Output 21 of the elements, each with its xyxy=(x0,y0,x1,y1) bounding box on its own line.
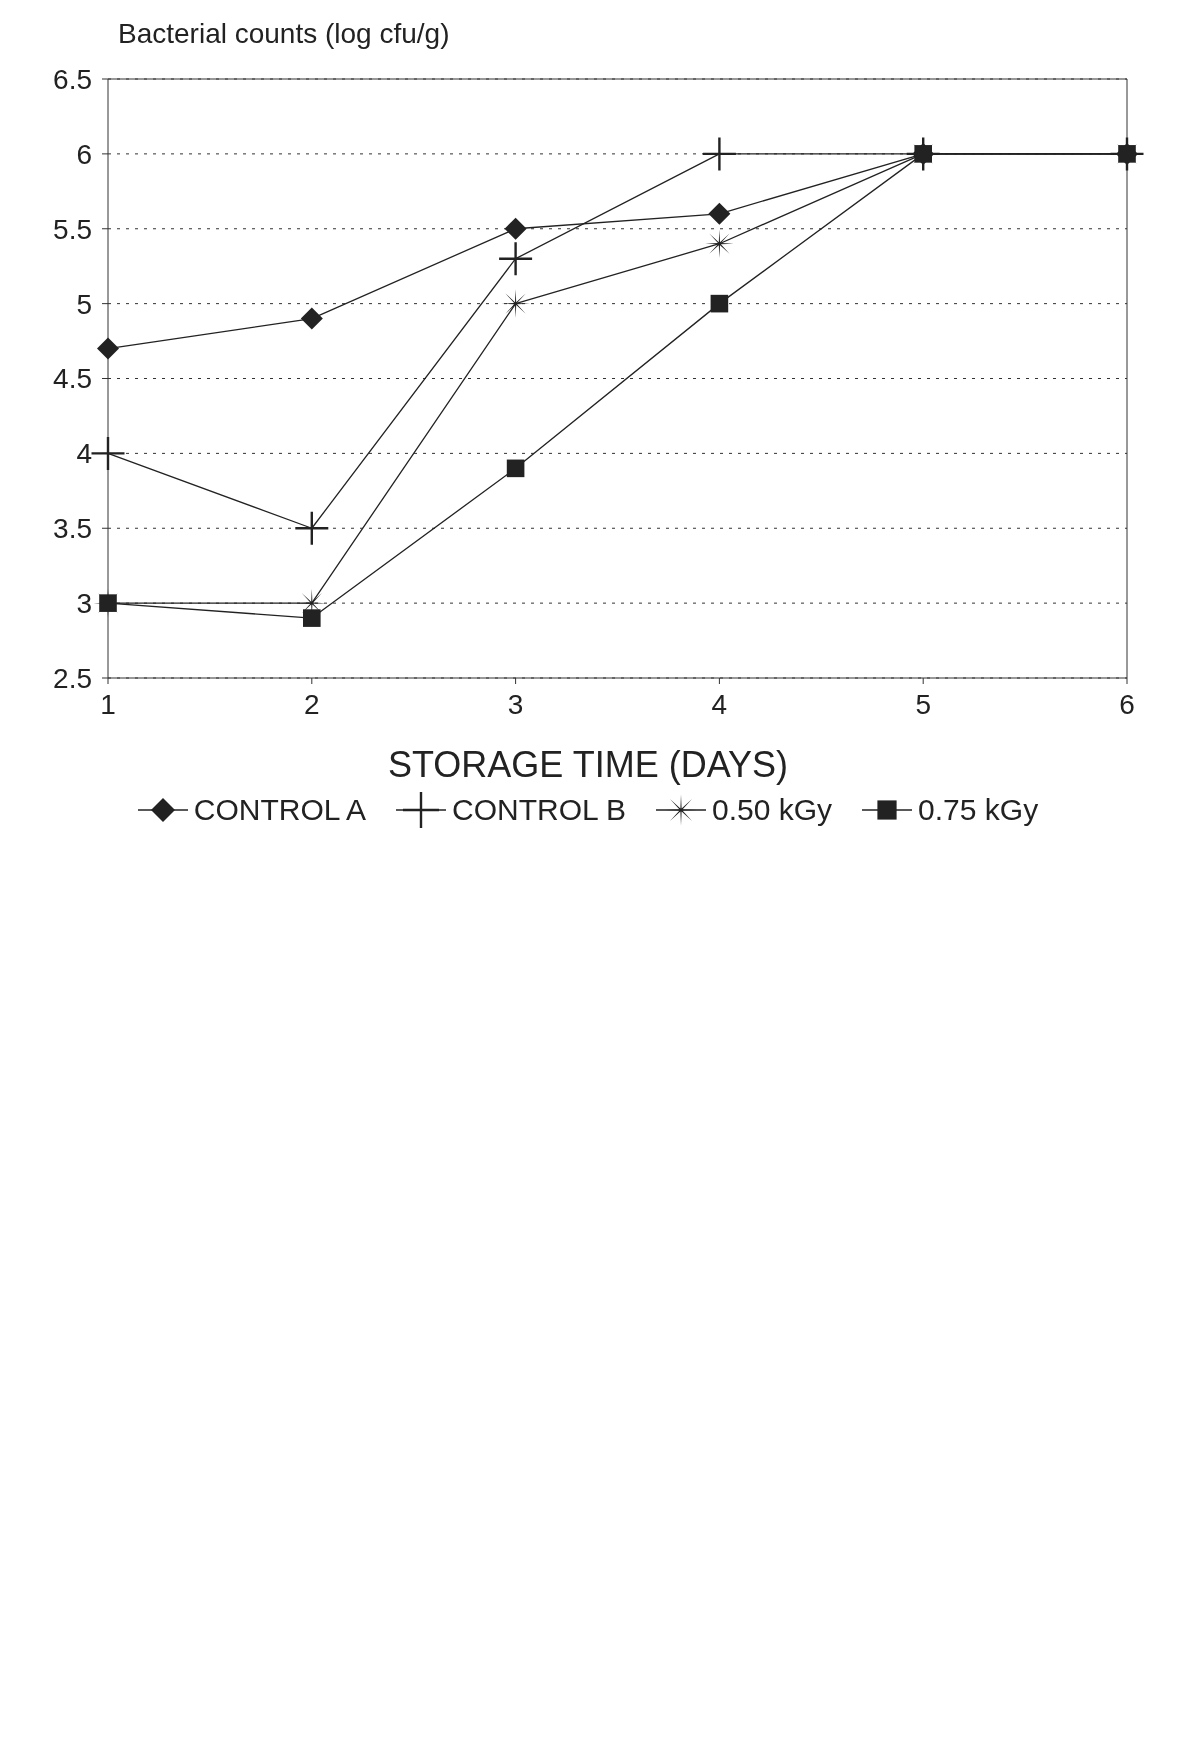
legend-label: 0.50 kGy xyxy=(712,793,833,827)
legend-label: 0.75 kGy xyxy=(918,793,1039,827)
x-tick-label: 5 xyxy=(915,688,931,720)
y-axis-title: Bacterial counts (log cfu/g) xyxy=(118,17,451,51)
x-tick-label: 2 xyxy=(304,688,320,720)
x-tick-label: 6 xyxy=(1119,688,1135,720)
y-tick-label: 5 xyxy=(76,288,92,320)
y-tick-label: 6 xyxy=(76,138,92,170)
x-tick-label: 1 xyxy=(100,688,116,720)
y-tick-label: 5.5 xyxy=(53,213,92,245)
legend-label: CONTROL B xyxy=(452,793,627,827)
y-tick-label: 4 xyxy=(76,438,92,470)
x-tick-label: 3 xyxy=(507,688,524,720)
y-tick-label: 3.5 xyxy=(53,513,92,545)
x-tick-label: 4 xyxy=(711,688,728,720)
y-tick-label: 2.5 xyxy=(53,662,92,694)
y-tick-label: 3 xyxy=(76,588,92,620)
y-tick-label: 6.5 xyxy=(53,63,92,95)
x-axis-title: STORAGE TIME (DAYS) xyxy=(386,744,790,786)
legend-label: CONTROL A xyxy=(193,793,367,827)
y-tick-label: 4.5 xyxy=(53,363,92,395)
